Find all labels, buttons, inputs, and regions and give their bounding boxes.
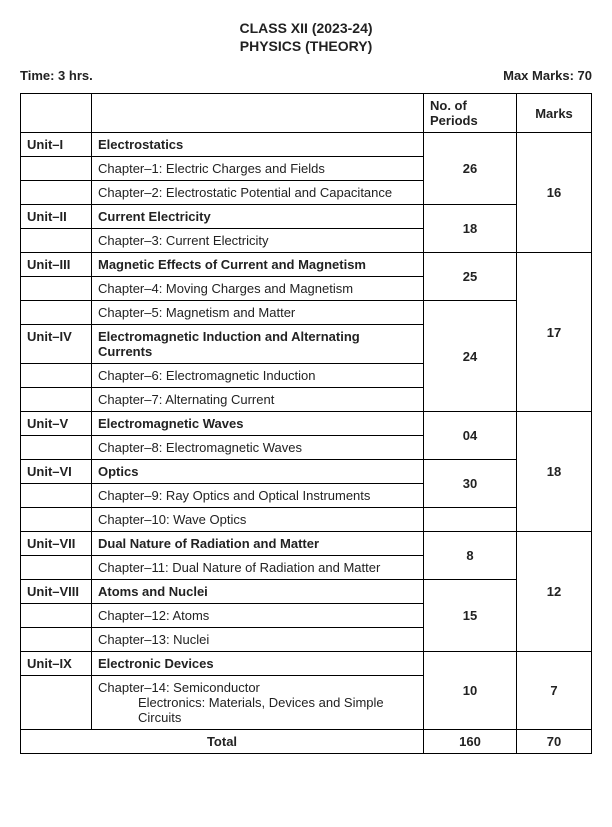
class-line: CLASS XII (2023-24) (20, 20, 592, 36)
unit-title: Electrostatics (92, 133, 424, 157)
unit-periods: 24 (424, 301, 517, 412)
unit-id: Unit–III (21, 253, 92, 277)
chapter: Chapter–13: Nuclei (92, 628, 424, 652)
group-marks: 18 (517, 412, 592, 532)
unit-id: Unit–IX (21, 652, 92, 676)
blank-cell (21, 484, 92, 508)
chapter: Chapter–3: Current Electricity (92, 229, 424, 253)
table-row: Unit–I Electrostatics 26 16 (21, 133, 592, 157)
unit-title: Atoms and Nuclei (92, 580, 424, 604)
max-marks-label: Max Marks: 70 (503, 68, 592, 83)
subject-line: PHYSICS (THEORY) (20, 38, 592, 54)
blank-cell (21, 229, 92, 253)
unit-id: Unit–I (21, 133, 92, 157)
blank-cell (21, 508, 92, 532)
group-marks: 7 (517, 652, 592, 730)
blank-cell (21, 388, 92, 412)
group-marks: 12 (517, 532, 592, 652)
total-marks: 70 (517, 730, 592, 754)
table-row: Unit–VIII Atoms and Nuclei 15 (21, 580, 592, 604)
blank-header-2 (92, 94, 424, 133)
chapter: Chapter–11: Dual Nature of Radiation and… (92, 556, 424, 580)
unit-title: Optics (92, 460, 424, 484)
unit-periods: 18 (424, 205, 517, 253)
group-marks: 16 (517, 133, 592, 253)
chapter: Chapter–4: Moving Charges and Magnetism (92, 277, 424, 301)
blank-cell (21, 364, 92, 388)
blank-cell (21, 436, 92, 460)
unit-id: Unit–VI (21, 460, 92, 484)
unit-periods: 25 (424, 253, 517, 301)
unit-id: Unit–IV (21, 325, 92, 364)
chapter: Chapter–1: Electric Charges and Fields (92, 157, 424, 181)
unit-id: Unit–II (21, 205, 92, 229)
time-label: Time: 3 hrs. (20, 68, 93, 83)
table-row: Chapter–5: Magnetism and Matter 24 (21, 301, 592, 325)
blank-cell (21, 301, 92, 325)
total-row: Total 160 70 (21, 730, 592, 754)
meta-row: Time: 3 hrs. Max Marks: 70 (20, 68, 592, 83)
header-row: No. of Periods Marks (21, 94, 592, 133)
group-marks: 17 (517, 253, 592, 412)
unit-id: Unit–VII (21, 532, 92, 556)
unit-periods: 26 (424, 133, 517, 205)
chapter: Chapter–2: Electrostatic Potential and C… (92, 181, 424, 205)
table-row: Unit–VII Dual Nature of Radiation and Ma… (21, 532, 592, 556)
chapter: Chapter–12: Atoms (92, 604, 424, 628)
total-label: Total (21, 730, 424, 754)
blank-cell (21, 181, 92, 205)
table-row: Unit–VI Optics 30 (21, 460, 592, 484)
blank-cell (21, 676, 92, 730)
unit-periods: 15 (424, 580, 517, 652)
chapter: Chapter–8: Electromagnetic Waves (92, 436, 424, 460)
chapter-main: Chapter–14: Semiconductor (98, 680, 260, 695)
table-row: Chapter–10: Wave Optics (21, 508, 592, 532)
table-row: Unit–III Magnetic Effects of Current and… (21, 253, 592, 277)
chapter: Chapter–9: Ray Optics and Optical Instru… (92, 484, 424, 508)
blank-cell (21, 277, 92, 301)
blank-header-1 (21, 94, 92, 133)
col-periods-header: No. of Periods (424, 94, 517, 133)
chapter: Chapter–10: Wave Optics (92, 508, 424, 532)
table-row: Unit–IX Electronic Devices 10 7 (21, 652, 592, 676)
unit-title: Magnetic Effects of Current and Magnetis… (92, 253, 424, 277)
unit-periods: 10 (424, 652, 517, 730)
unit-periods: 8 (424, 532, 517, 580)
chapter: Chapter–7: Alternating Current (92, 388, 424, 412)
unit-id: Unit–V (21, 412, 92, 436)
unit-periods: 04 (424, 412, 517, 460)
table-row: Unit–II Current Electricity 18 (21, 205, 592, 229)
blank-cell (21, 628, 92, 652)
blank-cell (21, 157, 92, 181)
chapter: Chapter–5: Magnetism and Matter (92, 301, 424, 325)
unit-id: Unit–VIII (21, 580, 92, 604)
unit-title: Dual Nature of Radiation and Matter (92, 532, 424, 556)
chapter: Chapter–14: Semiconductor Electronics: M… (92, 676, 424, 730)
chapter: Chapter–6: Electromagnetic Induction (92, 364, 424, 388)
syllabus-table: No. of Periods Marks Unit–I Electrostati… (20, 93, 592, 754)
total-periods: 160 (424, 730, 517, 754)
unit-periods: 30 (424, 460, 517, 508)
unit-title: Current Electricity (92, 205, 424, 229)
unit-title: Electromagnetic Induction and Alternatin… (92, 325, 424, 364)
table-row: Unit–V Electromagnetic Waves 04 18 (21, 412, 592, 436)
blank-cell (21, 556, 92, 580)
blank-cell (21, 604, 92, 628)
unit-title: Electromagnetic Waves (92, 412, 424, 436)
chapter-sub: Electronics: Materials, Devices and Simp… (98, 695, 417, 725)
col-marks-header: Marks (517, 94, 592, 133)
unit-title: Electronic Devices (92, 652, 424, 676)
